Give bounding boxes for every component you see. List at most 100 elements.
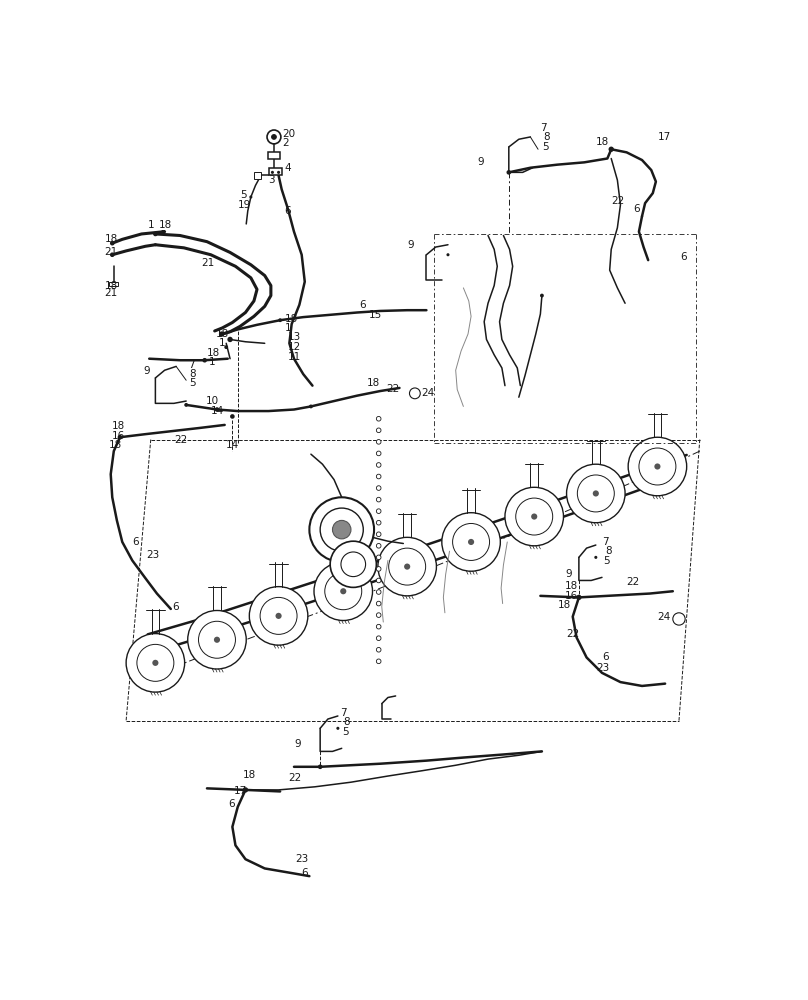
Circle shape — [187, 610, 246, 669]
Text: 22: 22 — [566, 629, 580, 639]
Bar — [267, 152, 280, 158]
Circle shape — [110, 252, 115, 257]
Circle shape — [377, 636, 381, 641]
Text: 9: 9 — [143, 366, 149, 376]
Circle shape — [377, 416, 381, 421]
Circle shape — [278, 318, 282, 322]
Circle shape — [628, 437, 687, 496]
Circle shape — [673, 613, 685, 625]
Circle shape — [593, 490, 599, 497]
Circle shape — [118, 435, 122, 440]
Circle shape — [576, 595, 582, 600]
Circle shape — [110, 241, 115, 246]
Text: 18: 18 — [595, 137, 609, 147]
Circle shape — [505, 487, 563, 546]
Circle shape — [594, 556, 597, 559]
Circle shape — [330, 541, 377, 587]
Circle shape — [219, 331, 225, 337]
Circle shape — [230, 414, 234, 419]
Circle shape — [452, 523, 490, 560]
Circle shape — [126, 634, 185, 692]
Text: 11: 11 — [288, 352, 301, 362]
Text: 1: 1 — [284, 323, 292, 333]
Bar — [268, 168, 283, 175]
Circle shape — [639, 448, 676, 485]
Text: 14: 14 — [226, 440, 239, 450]
Circle shape — [389, 548, 426, 585]
Circle shape — [336, 727, 339, 730]
Text: 3: 3 — [268, 175, 276, 185]
Text: 7: 7 — [602, 537, 608, 547]
Text: 13: 13 — [288, 332, 301, 342]
Text: 20: 20 — [283, 129, 296, 139]
Text: 22: 22 — [288, 773, 301, 783]
Text: 7: 7 — [187, 360, 195, 370]
Circle shape — [214, 637, 220, 643]
Text: 9: 9 — [407, 240, 414, 250]
Circle shape — [404, 564, 410, 570]
Text: 22: 22 — [386, 384, 400, 394]
Text: 5: 5 — [240, 190, 246, 200]
Text: 24: 24 — [421, 388, 434, 398]
Text: 6: 6 — [633, 204, 639, 214]
Circle shape — [377, 486, 381, 490]
Circle shape — [410, 388, 420, 399]
Circle shape — [608, 147, 614, 152]
Circle shape — [377, 474, 381, 479]
Bar — [254, 172, 261, 179]
Text: 7: 7 — [340, 708, 347, 718]
Circle shape — [377, 613, 381, 617]
Text: 17: 17 — [234, 786, 247, 796]
Circle shape — [377, 509, 381, 513]
Text: 6: 6 — [680, 252, 687, 262]
Circle shape — [320, 508, 364, 551]
Text: 6: 6 — [284, 206, 292, 216]
Circle shape — [507, 170, 511, 175]
Text: 23: 23 — [595, 663, 609, 673]
Text: 8: 8 — [605, 546, 612, 556]
Circle shape — [378, 537, 436, 596]
Circle shape — [318, 764, 322, 769]
Text: 9: 9 — [478, 157, 484, 167]
Circle shape — [184, 403, 188, 407]
Text: 21: 21 — [104, 247, 118, 257]
Circle shape — [199, 621, 235, 658]
Circle shape — [377, 463, 381, 467]
Text: 18: 18 — [565, 581, 579, 591]
Circle shape — [377, 567, 381, 571]
Text: 16: 16 — [112, 431, 125, 441]
Circle shape — [277, 171, 280, 174]
Text: 23: 23 — [296, 854, 309, 864]
Circle shape — [332, 520, 351, 539]
Circle shape — [531, 513, 537, 520]
Circle shape — [341, 552, 365, 577]
Circle shape — [377, 590, 381, 594]
Text: 5: 5 — [189, 378, 196, 388]
Text: 6: 6 — [602, 652, 608, 662]
Text: 18: 18 — [558, 600, 570, 610]
Text: 6: 6 — [301, 868, 309, 878]
Circle shape — [377, 624, 381, 629]
Circle shape — [250, 195, 252, 199]
Text: 22: 22 — [627, 577, 640, 587]
Circle shape — [377, 601, 381, 606]
Circle shape — [340, 588, 347, 594]
Text: 21: 21 — [104, 288, 118, 298]
Circle shape — [377, 440, 381, 444]
Circle shape — [260, 597, 297, 634]
Text: 23: 23 — [146, 550, 159, 560]
Text: 8: 8 — [189, 369, 196, 379]
Circle shape — [377, 520, 381, 525]
Circle shape — [377, 544, 381, 548]
Circle shape — [137, 644, 174, 681]
Text: 2: 2 — [283, 138, 289, 148]
Circle shape — [377, 659, 381, 664]
Circle shape — [442, 513, 500, 571]
Circle shape — [314, 562, 372, 620]
Circle shape — [227, 337, 233, 342]
Circle shape — [271, 171, 274, 174]
Circle shape — [377, 428, 381, 433]
Text: 16: 16 — [565, 591, 579, 601]
Circle shape — [468, 539, 474, 545]
Text: 17: 17 — [658, 132, 671, 142]
